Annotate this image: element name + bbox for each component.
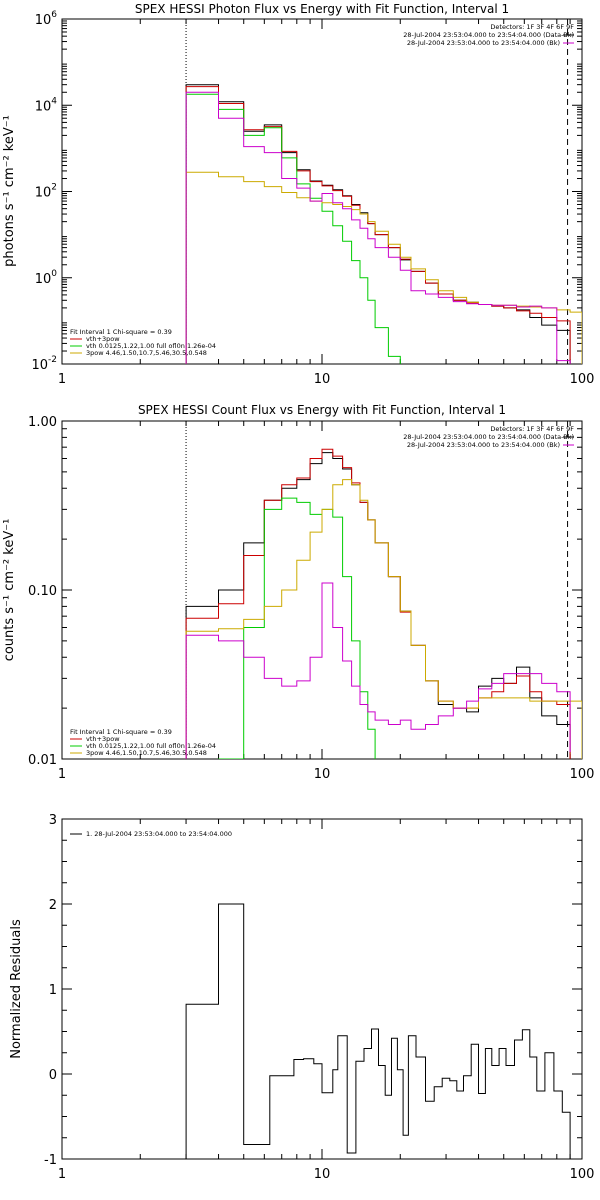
y-tick-label: 100 bbox=[35, 269, 58, 287]
header-line: 28-Jul-2004 23:53:04.000 to 23:54:04.000… bbox=[403, 433, 574, 441]
count-flux-panel: SPEX HESSI Count Flux vs Energy with Fit… bbox=[2, 403, 594, 782]
reference-lines bbox=[185, 19, 569, 364]
header-line: Detectors: 1F 3F 4F 6F 9F bbox=[490, 23, 574, 31]
legend-entry: 3pow 4.46,1.50,10.7,5.46,30.5,0.548 bbox=[86, 349, 207, 357]
chart-title: SPEX HESSI Count Flux vs Energy with Fit… bbox=[138, 403, 506, 417]
series-bk bbox=[185, 91, 571, 364]
photon-flux-panel: SPEX HESSI Photon Flux vs Energy with Fi… bbox=[2, 2, 594, 387]
series-bk bbox=[185, 582, 571, 759]
legend: 1. 28-Jul-2004 23:53:04.000 to 23:54:04.… bbox=[70, 830, 232, 838]
legend-entry: vth 0.0125,1.22,1.00 full ofl0n 1.26e-04 bbox=[86, 342, 216, 350]
y-axis-label: Normalized Residuals bbox=[9, 919, 24, 1059]
y-tick-label: -1 bbox=[44, 1153, 57, 1168]
legend-entry: vth+3pow bbox=[86, 735, 120, 743]
y-tick-label: 0.10 bbox=[28, 584, 57, 599]
reference-lines bbox=[185, 421, 569, 759]
axes: 1 10 100 0.01 0.10 1.00 bbox=[28, 415, 594, 782]
legend: Fit Interval 1 Chi-square = 0.39 vth+3po… bbox=[70, 728, 216, 757]
legend-entry: Fit Interval 1 Chi-square = 0.39 bbox=[70, 328, 172, 336]
series-3pow bbox=[185, 479, 582, 759]
x-tick-label: 1 bbox=[58, 372, 66, 387]
legend: Fit Interval 1 Chi-square = 0.39 vth+3po… bbox=[70, 328, 216, 357]
x-tick-label: 10 bbox=[314, 767, 331, 782]
header-line: 28-Jul-2004 23:53:04.000 to 23:54:04.000… bbox=[403, 31, 574, 39]
x-tick-label: 10 bbox=[314, 1167, 331, 1182]
x-tick-label: 1 bbox=[58, 1167, 66, 1182]
y-tick-label: 102 bbox=[35, 183, 57, 201]
legend-entry: 3pow 4.46,1.50,10.7,5.46,30.5,0.548 bbox=[86, 749, 207, 757]
plot-frame bbox=[61, 818, 583, 1160]
header-line: 28-Jul-2004 23:53:04.000 to 23:54:04.000… bbox=[407, 441, 560, 449]
residuals-panel: Normalized Residuals 1 10 100 -1 0 1 2 3 1. 28-… bbox=[9, 813, 594, 1182]
x-tick-label: 1 bbox=[58, 767, 66, 782]
legend-entry: 1. 28-Jul-2004 23:53:04.000 to 23:54:04.… bbox=[86, 830, 232, 838]
header-block: Detectors: 1F 3F 4F 6F 9F 28-Jul-2004 23… bbox=[403, 425, 574, 449]
chart-title: SPEX HESSI Photon Flux vs Energy with Fi… bbox=[135, 2, 509, 16]
header-line: Detectors: 1F 3F 4F 6F 9F bbox=[490, 425, 574, 433]
plot-frame bbox=[61, 18, 583, 365]
y-tick-label: 2 bbox=[49, 898, 57, 913]
series-group bbox=[185, 84, 582, 364]
y-tick-label: 0 bbox=[49, 1068, 57, 1083]
x-tick-label: 100 bbox=[570, 372, 595, 387]
legend-entry: Fit Interval 1 Chi-square = 0.39 bbox=[70, 728, 172, 736]
y-tick-label: 10-2 bbox=[31, 355, 57, 373]
legend-entry: vth 0.0125,1.22,1.00 full ofl0n 1.26e-04 bbox=[86, 742, 216, 750]
legend-entry: vth+3pow bbox=[86, 335, 120, 343]
y-tick-label: 1.00 bbox=[28, 415, 57, 430]
series-vth bbox=[185, 93, 407, 364]
y-tick-label: 1 bbox=[49, 983, 57, 998]
y-tick-label: 0.01 bbox=[28, 753, 57, 768]
x-tick-label: 100 bbox=[570, 767, 595, 782]
header-line: 28-Jul-2004 23:53:04.000 to 23:54:04.000… bbox=[407, 39, 560, 47]
y-axis-label: photons s⁻¹ cm⁻² keV⁻¹ bbox=[2, 115, 17, 267]
series-group bbox=[185, 448, 582, 759]
axes: 1 10 100 -1 0 1 2 3 bbox=[44, 813, 594, 1182]
header-block: Detectors: 1F 3F 4F 6F 9F 28-Jul-2004 23… bbox=[403, 23, 574, 47]
series-group bbox=[185, 903, 571, 1159]
x-tick-label: 10 bbox=[314, 372, 331, 387]
series-3pow bbox=[185, 171, 582, 364]
y-axis-label: counts s⁻¹ cm⁻² keV⁻¹ bbox=[2, 519, 17, 662]
y-tick-label: 104 bbox=[35, 96, 58, 114]
x-tick-label: 100 bbox=[570, 1167, 595, 1182]
series-vth bbox=[185, 497, 383, 759]
y-tick-label: 3 bbox=[49, 813, 57, 828]
series-1-28-jul-2004-23-53-04-000-to-23-54-04-000 bbox=[185, 903, 571, 1159]
y-tick-label: 106 bbox=[35, 10, 58, 28]
